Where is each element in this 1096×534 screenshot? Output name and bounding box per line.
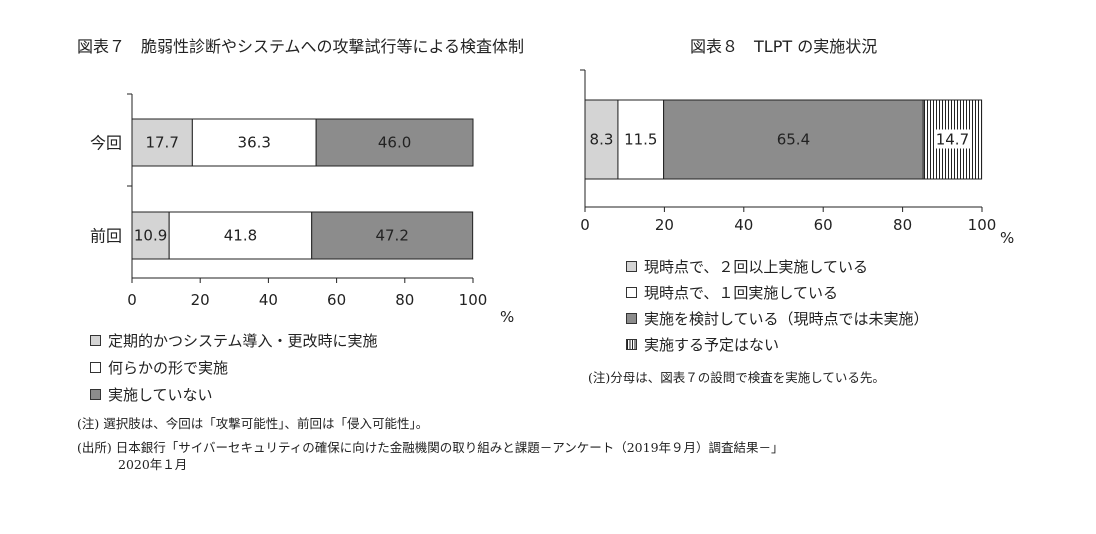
legend-label: 実施していない: [108, 386, 213, 404]
left-x-unit: %: [500, 308, 514, 326]
right-bar-segment: [663, 99, 924, 180]
left-category-label: 今回: [90, 134, 122, 153]
left-x-tick-label: 100: [459, 291, 488, 309]
left-bar-segment: [311, 211, 474, 260]
right-x-tick-label: 100: [968, 216, 997, 234]
right-x-unit: %: [1000, 229, 1014, 247]
left-legend-item-1: 何らかの形で実施: [90, 357, 228, 378]
legend-label: 実施する予定はない: [644, 336, 780, 354]
left-chart-title: 図表７ 脆弱性診断やシステムへの攻撃試行等による検査体制: [77, 37, 525, 56]
left-value-label: 41.8: [224, 227, 257, 245]
right-value-label-bg: [934, 129, 971, 149]
left-bar-segment: [315, 118, 474, 167]
left-legend-item-2: 実施していない: [90, 384, 213, 405]
right-chart-note: (注)分母は、図表７の設問で検査を実施している先。: [588, 370, 885, 385]
source-line-1: (出所) 日本銀行「サイバーセキュリティの確保に向けた金融機関の取り組みと課題－…: [77, 440, 784, 455]
left-legend-item-0: 定期的かつシステム導入・更改時に実施: [90, 330, 378, 351]
left-bar-segment: [131, 118, 193, 167]
right-value-label: 8.3: [590, 131, 614, 149]
left-bar-segment: [131, 211, 170, 260]
legend-label: 何らかの形で実施: [108, 359, 229, 377]
legend-swatch: [626, 287, 637, 298]
source-line-2: 2020年１月: [118, 457, 188, 472]
right-legend-item-2: 実施を検討している（現時点では未実施）: [626, 308, 929, 329]
right-x-tick-label: 80: [893, 216, 912, 234]
left-value-label: 10.9: [134, 227, 167, 245]
right-x-tick-label: 20: [655, 216, 674, 234]
right-bar-segment: [584, 99, 619, 180]
legend-label: 実施を検討している（現時点では未実施）: [644, 310, 929, 328]
right-legend-item-3: 実施する予定はない: [626, 334, 779, 355]
left-x-tick-label: 0: [127, 291, 137, 309]
left-value-label: 46.0: [378, 134, 411, 152]
left-bar-segment: [168, 211, 313, 260]
right-bar-segment: [617, 99, 665, 180]
left-chart-note: (注) 選択肢は、今回は「攻撃可能性」、前回は「侵入可能性」。: [77, 416, 429, 431]
right-legend-item-0: 現時点で、２回以上実施している: [626, 256, 868, 277]
legend-label: 定期的かつシステム導入・更改時に実施: [108, 332, 378, 350]
legend-swatch-striped: [626, 339, 637, 350]
right-x-tick-label: 40: [734, 216, 753, 234]
right-value-label: 65.4: [777, 131, 810, 149]
legend-swatch: [90, 389, 101, 400]
legend-swatch: [90, 335, 101, 346]
right-chart-title: 図表８ TLPT の実施状況: [690, 37, 878, 56]
left-value-label: 17.7: [145, 134, 178, 152]
left-x-tick-label: 80: [395, 291, 414, 309]
legend-swatch: [626, 261, 637, 272]
left-value-label: 36.3: [238, 134, 271, 152]
left-bar-segment: [191, 118, 317, 167]
legend-swatch: [626, 313, 637, 324]
right-legend-item-1: 現時点で、１回実施している: [626, 282, 838, 303]
left-x-tick-label: 40: [259, 291, 278, 309]
left-category-label: 前回: [90, 227, 122, 246]
legend-label: 現時点で、１回実施している: [644, 284, 838, 302]
left-x-tick-label: 20: [191, 291, 210, 309]
right-value-label: 14.7: [936, 131, 969, 149]
right-x-tick-label: 60: [814, 216, 833, 234]
left-value-label: 47.2: [375, 227, 408, 245]
right-value-label: 11.5: [624, 131, 657, 149]
left-x-tick-label: 60: [327, 291, 346, 309]
right-x-tick-label: 0: [580, 216, 590, 234]
legend-swatch: [90, 362, 101, 373]
legend-label: 現時点で、２回以上実施している: [644, 258, 868, 276]
